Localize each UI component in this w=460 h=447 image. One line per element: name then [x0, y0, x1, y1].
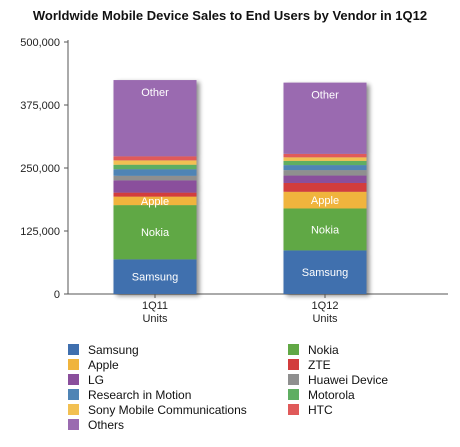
legend-item: LG — [68, 372, 288, 387]
legend-item: Others — [68, 417, 288, 432]
legend-item: ZTE — [288, 357, 448, 372]
y-tick-label: 500,000 — [20, 37, 60, 49]
bar-segment-zte — [283, 182, 367, 192]
x-tick-sublabel: Units — [312, 313, 338, 325]
x-tick-sublabel: Units — [142, 313, 168, 325]
bar-segment-motorola — [113, 164, 197, 170]
bar-stack-1q11 — [113, 80, 197, 294]
legend-item: Apple — [68, 357, 288, 372]
legend-label: ZTE — [308, 357, 331, 372]
bar-label: Nokia — [311, 224, 340, 236]
bar-segment-others — [283, 82, 367, 154]
legend-label: Apple — [88, 357, 119, 372]
legend-swatch — [68, 359, 79, 370]
bar-label: Samsung — [132, 272, 178, 284]
legend-item: Huawei Device — [288, 372, 448, 387]
legend-item: Research in Motion — [68, 387, 288, 402]
legend-label: Nokia — [308, 342, 339, 357]
legend-item: HTC — [288, 402, 448, 417]
legend-item: Sony Mobile Communications — [68, 402, 288, 417]
bar-segment-huawei-device — [113, 175, 197, 181]
x-tick-label: 1Q12 — [312, 300, 339, 312]
bar-label: Other — [141, 87, 169, 99]
legend-swatch — [68, 374, 79, 385]
legend-item: Nokia — [288, 342, 448, 357]
bar-label: Apple — [141, 196, 169, 208]
legend-swatch — [68, 344, 79, 355]
legend-swatch — [288, 344, 299, 355]
legend-label: Others — [88, 417, 125, 432]
bar-label: Samsung — [302, 267, 348, 279]
bar-segment-sony-mobile-communications — [113, 160, 197, 165]
bar-segment-apple — [283, 191, 367, 209]
legend-label: Huawei Device — [308, 372, 389, 387]
legend-label: HTC — [308, 402, 333, 417]
bar-label: Nokia — [141, 227, 170, 239]
bar-segment-apple — [113, 196, 197, 206]
bar-segment-nokia — [113, 205, 197, 260]
bar-segment-htc — [283, 153, 367, 158]
x-tick-label: 1Q11 — [142, 300, 168, 312]
legend-swatch — [288, 374, 299, 385]
y-tick-label: 125,000 — [20, 226, 60, 238]
legend-label: Sony Mobile Communications — [88, 402, 247, 417]
chart-title: Worldwide Mobile Device Sales to End Use… — [32, 8, 428, 23]
bar-segment-lg — [113, 180, 197, 193]
legend-swatch — [288, 404, 299, 415]
bar-segment-motorola — [283, 160, 367, 166]
y-tick-label: 250,000 — [20, 163, 60, 175]
bar-segment-sony-mobile-communications — [283, 157, 367, 161]
legend-swatch — [68, 389, 79, 400]
legend-label: Research in Motion — [88, 387, 192, 402]
bar-segment-samsung — [113, 259, 197, 294]
bar-segment-others — [113, 80, 197, 157]
legend-label: Motorola — [308, 387, 355, 402]
bar-segment-zte — [113, 192, 197, 197]
legend-label: LG — [88, 372, 105, 387]
bar-segment-research-in-motion — [283, 165, 367, 171]
legend-swatch — [288, 359, 299, 370]
bar-segment-htc — [113, 156, 197, 161]
bar-label: Apple — [311, 195, 339, 207]
legend: Samsung Nokia Apple ZTE LG Huawei Device Resea… — [68, 342, 448, 432]
y-tick-label: 375,000 — [20, 100, 60, 112]
chart-plot: 0 125,000 250,000 375,000 500,000 Samsung Noki… — [20, 37, 448, 325]
bar-segment-nokia — [283, 208, 367, 251]
legend-swatch — [68, 419, 79, 430]
legend-item: Motorola — [288, 387, 448, 402]
bar-label: Other — [311, 90, 339, 102]
legend-swatch — [288, 389, 299, 400]
legend-item: Samsung — [68, 342, 288, 357]
legend-label: Samsung — [88, 342, 139, 357]
bar-segment-huawei-device — [283, 170, 367, 176]
legend-swatch — [68, 404, 79, 415]
bar-segment-samsung — [283, 250, 367, 294]
bar-segment-research-in-motion — [113, 169, 197, 176]
bar-segment-lg — [283, 175, 367, 183]
bar-stack-1q12 — [283, 82, 367, 294]
y-tick-label: 0 — [54, 289, 60, 301]
